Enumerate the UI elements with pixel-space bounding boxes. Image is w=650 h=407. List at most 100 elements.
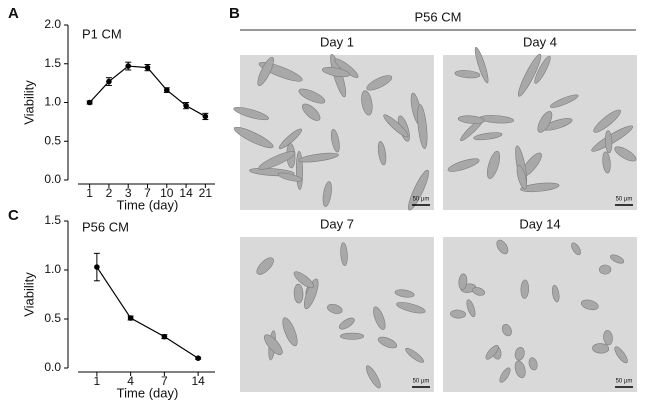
y-tick-label: 1.0 <box>44 95 61 109</box>
cell <box>302 103 321 121</box>
cell <box>282 317 298 347</box>
cell <box>486 150 501 179</box>
scale-bar-label: 50 µm <box>616 197 633 203</box>
data-point <box>163 87 170 93</box>
cell <box>603 330 613 346</box>
cell <box>474 46 489 84</box>
cell <box>377 141 387 166</box>
y-tick-label: 0.0 <box>44 360 61 374</box>
cell <box>396 302 426 314</box>
cell <box>604 130 613 154</box>
micrograph-title: P56 CM <box>415 9 462 24</box>
data-point <box>94 264 100 270</box>
x-tick-label: 2 <box>106 186 113 200</box>
cell <box>528 357 538 371</box>
cell <box>338 317 355 330</box>
cell <box>256 257 274 275</box>
chart-title: P56 CM <box>82 219 129 234</box>
cell <box>454 70 481 79</box>
data-point <box>161 333 168 340</box>
x-tick-label: 7 <box>144 186 151 200</box>
cell <box>298 152 339 163</box>
y-tick-label: 0.0 <box>44 172 61 186</box>
cell <box>366 75 393 91</box>
cell <box>258 151 296 170</box>
y-axis-title: Viability <box>21 80 36 125</box>
panel-label: A <box>8 5 19 22</box>
cell <box>501 323 512 337</box>
x-axis-title: Time (day) <box>117 385 179 400</box>
cell <box>383 114 409 138</box>
cell <box>549 94 579 108</box>
cell <box>614 346 628 364</box>
cell <box>514 360 526 379</box>
cell <box>534 55 551 84</box>
data-line <box>96 266 199 359</box>
x-tick-label: 1 <box>94 374 101 388</box>
cell <box>537 111 553 133</box>
y-axis-title: Viability <box>21 272 36 317</box>
scale-bar-label: 50 µm <box>616 379 633 385</box>
y-tick-label: 1.5 <box>44 56 61 70</box>
cell <box>408 169 429 211</box>
y-tick-label: 2.0 <box>44 17 61 31</box>
y-tick-label: 0.5 <box>44 311 61 325</box>
cell <box>447 158 480 172</box>
cell <box>321 67 350 78</box>
image-label: Day 14 <box>519 216 560 231</box>
x-tick-label: 14 <box>179 186 193 200</box>
x-tick-label: 7 <box>161 374 168 388</box>
data-point <box>106 78 112 85</box>
y-tick-label: 0.5 <box>44 133 61 147</box>
cell <box>365 365 381 389</box>
cell <box>599 264 612 275</box>
cell <box>473 132 503 141</box>
cell <box>303 278 319 310</box>
cell <box>602 151 611 174</box>
image-label: Day 7 <box>320 216 354 231</box>
panel-label: C <box>8 207 19 224</box>
cell <box>551 284 560 303</box>
cell <box>610 254 625 264</box>
panel-label: B <box>229 5 240 22</box>
data-point <box>86 99 93 106</box>
image-label: Day 1 <box>320 34 354 49</box>
cell <box>233 126 274 149</box>
image-label: Day 4 <box>523 34 557 49</box>
cell <box>298 88 326 104</box>
cell <box>593 109 621 133</box>
cell <box>417 104 428 149</box>
data-point <box>125 63 132 69</box>
cell <box>472 287 485 296</box>
cell <box>580 299 599 311</box>
cell <box>485 345 499 360</box>
x-tick-label: 10 <box>160 186 174 200</box>
cell <box>322 181 332 207</box>
cell <box>571 242 581 256</box>
data-point <box>202 113 209 120</box>
y-tick-label: 1.5 <box>44 213 61 227</box>
cell <box>377 336 398 349</box>
x-tick-label: 3 <box>125 186 132 200</box>
x-axis-title: Time (day) <box>117 197 179 212</box>
cell <box>278 128 303 150</box>
cell <box>373 306 386 330</box>
x-tick-label: 1 <box>86 186 93 200</box>
cell <box>614 146 637 162</box>
cell <box>263 334 283 356</box>
x-tick-label: 14 <box>191 374 205 388</box>
cell <box>340 332 365 340</box>
cell <box>257 56 274 87</box>
cell <box>233 107 270 121</box>
cell <box>457 115 485 124</box>
cell <box>293 283 304 304</box>
cell <box>520 279 530 299</box>
scale-bar-label: 50 µm <box>413 379 430 385</box>
cell <box>330 128 340 153</box>
cell <box>592 343 610 354</box>
data-point <box>195 355 201 362</box>
cell <box>405 347 424 363</box>
x-tick-label: 4 <box>127 374 134 388</box>
cell <box>516 164 527 190</box>
